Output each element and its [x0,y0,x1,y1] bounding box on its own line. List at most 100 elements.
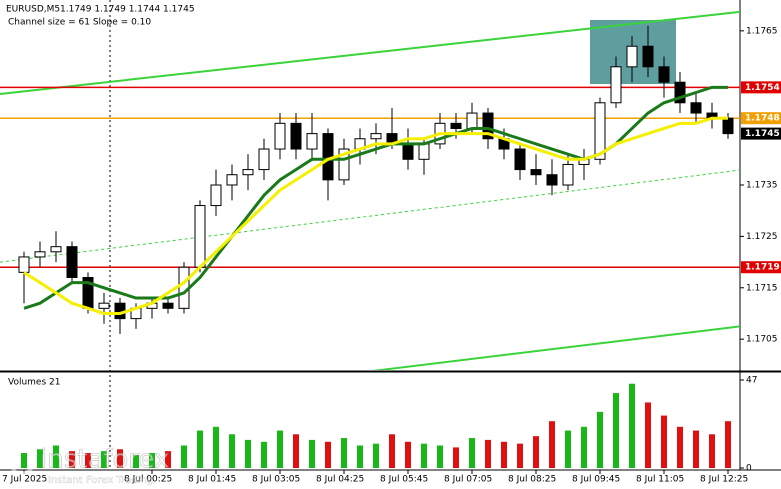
chart-subtitle: Channel size = 61 Slope = 0.10 [8,18,151,28]
volume-bar [549,421,555,468]
volume-bar [373,443,379,468]
candle-body [466,112,478,129]
level-label: 1.1754 [745,83,780,93]
volume-bar [597,411,603,468]
moving-average [23,116,728,315]
volume-bar [101,451,107,468]
volume-bar [453,447,459,468]
y-tick-label: 1.1705 [746,335,778,345]
level-label: 1.1745 [745,129,780,139]
volume-bar [469,438,475,468]
volume-bar [133,454,139,468]
candle-body [306,133,318,150]
volume-bar [293,434,299,468]
x-tick-label: 8 Jul 05:45 [380,475,428,485]
volume-bar [677,426,683,468]
candle-body [562,163,574,186]
volume-bar [709,434,715,468]
candle-body [642,45,654,68]
volume-bar [149,453,155,468]
quote: 1.1749 1.1749 1.1744 1.1745 [60,5,195,15]
volume-bar [229,434,235,468]
x-tick-label: 8 Jul 12:25 [700,475,748,485]
candle-body [258,148,270,171]
candle-body [530,169,542,176]
volume-bar [325,441,331,468]
volume-bar [517,443,523,468]
volume-bar [309,439,315,468]
volume-bar [421,443,427,468]
watermark-brand: instaforex [40,445,169,475]
x-tick-label: 8 Jul 08:25 [508,475,556,485]
volume-tick-label: 0 [746,464,752,474]
y-tick-label: 1.1725 [746,232,778,242]
volume-bar [613,393,619,468]
candle-body [162,302,174,309]
level-label-box [741,112,781,125]
level-label: 1.1719 [745,263,780,273]
watermark: instaforex Instant Forex Trading [7,444,170,486]
volume-bar [645,402,651,468]
candle-body [482,112,494,140]
price-plot [0,10,740,370]
volume-bar [181,445,187,468]
candle-body [274,122,286,150]
y-tick-label: 1.1715 [746,283,778,293]
volume-bar [197,430,203,468]
candle-body [242,169,254,176]
volume-bar [213,426,219,468]
candle-body [674,81,686,104]
level-label-box [741,127,781,140]
volume-bar [725,421,731,468]
volume-bar [165,451,171,468]
x-tick-label: 8 Jul 00:25 [124,475,172,485]
candle-body [546,174,558,186]
volume-bar [117,449,123,468]
candle-body [18,256,30,273]
candle-body [658,66,670,83]
candle-body [98,302,110,309]
chart-title: EURUSD,M5 [6,5,60,15]
volume-bar [21,453,27,468]
volume-bar [485,439,491,468]
x-tick-label: 8 Jul 07:05 [444,475,492,485]
x-tick-label: 7 Jul 2025 [2,475,47,485]
volume-bar [85,453,91,468]
candle-body [418,143,430,160]
volume-bar [437,445,443,468]
candle-body [594,102,606,160]
x-tick-label: 8 Jul 09:45 [572,475,620,485]
candle-body [290,122,302,150]
volume-bar [261,441,267,468]
candle-body [66,246,78,279]
level-label-box [741,81,781,94]
volume-bar [661,415,667,468]
candle-body [610,66,622,104]
candle-body [690,102,702,114]
volume-bar [53,445,59,468]
volume-bar [581,426,587,468]
volume-tick-label: 47 [746,376,757,386]
x-tick-label: 8 Jul 03:05 [252,475,300,485]
candle-body [34,251,46,258]
volume-bar [37,449,43,468]
volume-label: Volumes 21 [8,378,60,388]
channel-line [372,325,740,370]
channel-line [0,10,740,96]
y-tick-label: 1.1765 [746,26,778,36]
watermark-tagline: Instant Forex Trading [48,475,153,486]
candle-body [722,117,734,135]
volume-bar [69,451,75,468]
level-label-box [741,261,781,274]
level-label: 1.1748 [745,114,780,124]
candle-body [338,148,350,181]
candle-body [450,122,462,129]
watermark-logo [7,445,37,475]
channel-line [0,169,740,263]
candle-body [210,184,222,207]
candle-body [370,133,382,140]
volume-bar [629,383,635,468]
volume-bar [533,436,539,468]
volume-bar [341,438,347,468]
